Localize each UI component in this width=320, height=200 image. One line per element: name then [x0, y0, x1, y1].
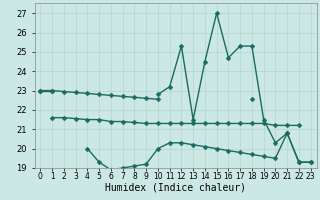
X-axis label: Humidex (Indice chaleur): Humidex (Indice chaleur) [105, 183, 246, 193]
